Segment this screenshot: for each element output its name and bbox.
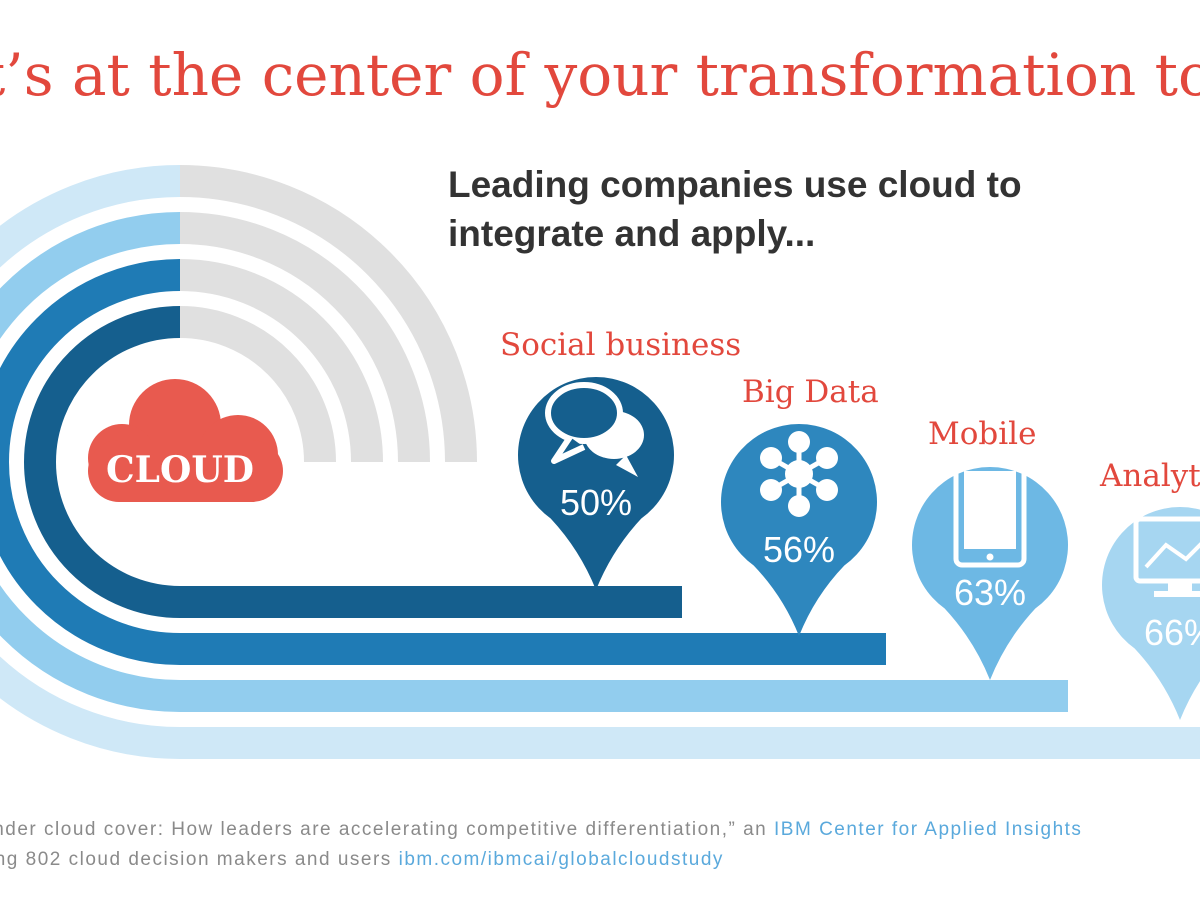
arc-band-1 — [24, 306, 682, 618]
arc-bands — [0, 165, 1200, 759]
main-title: t’s at the center of your transformation… — [0, 41, 1200, 109]
network-nodes-icon — [760, 431, 838, 517]
value-label: 50% — [560, 482, 632, 523]
arc-bar-4 — [0, 165, 1200, 759]
monitor-chart-icon — [1133, 516, 1200, 597]
arc-track-2 — [179, 259, 383, 463]
category-pin-3: Mobile 63% — [912, 416, 1068, 680]
category-pin-1: Social business 50% — [500, 327, 741, 590]
footer-url-link[interactable]: ibm.com/ibmcai/globalcloudstudy — [398, 849, 724, 870]
arc-bar-1 — [24, 306, 682, 618]
arc-track-3 — [179, 212, 430, 463]
category-pin-2: Big Data 56% — [720, 374, 879, 636]
category-label: Social business — [500, 327, 741, 363]
pin-marker — [912, 467, 1068, 680]
source-footer: Under cloud cover: How leaders are accel… — [0, 815, 1200, 875]
chat-bubbles-icon — [545, 382, 644, 477]
cloud-badge: CLOUD — [88, 379, 283, 502]
category-label: Big Data — [742, 374, 879, 410]
pin-marker — [1102, 506, 1200, 720]
category-pins: Social business 50% Big Data 56% Mobile 63% An… — [500, 327, 1200, 720]
arc-band-2 — [0, 259, 886, 665]
value-label: 56% — [763, 529, 835, 570]
category-pin-4: Analytics 66% — [1099, 458, 1200, 720]
arc-bar-3 — [0, 212, 1068, 712]
category-label: Mobile — [928, 416, 1036, 452]
cloud-label: CLOUD — [106, 449, 254, 491]
value-label: 66% — [1144, 612, 1200, 653]
footer-line2-text: ying 802 cloud decision makers and users — [0, 849, 392, 870]
arc-band-4 — [0, 165, 1200, 759]
tablet-icon — [953, 458, 1027, 568]
arc-track-4 — [179, 165, 477, 463]
footer-source-org[interactable]: IBM Center for Applied Insights — [774, 819, 1083, 840]
subtitle-line-2: integrate and apply... — [448, 213, 815, 254]
arc-band-3 — [0, 212, 1068, 712]
pin-marker — [720, 424, 877, 636]
cloud-icon — [88, 379, 283, 502]
category-label: Analytics — [1099, 458, 1200, 494]
arc-bar-2 — [0, 259, 886, 665]
arc-track-1 — [179, 306, 336, 463]
subtitle-line-1: Leading companies use cloud to — [448, 164, 1022, 205]
footer-source-text: Under cloud cover: How leaders are accel… — [0, 819, 768, 840]
value-label: 63% — [954, 572, 1026, 613]
